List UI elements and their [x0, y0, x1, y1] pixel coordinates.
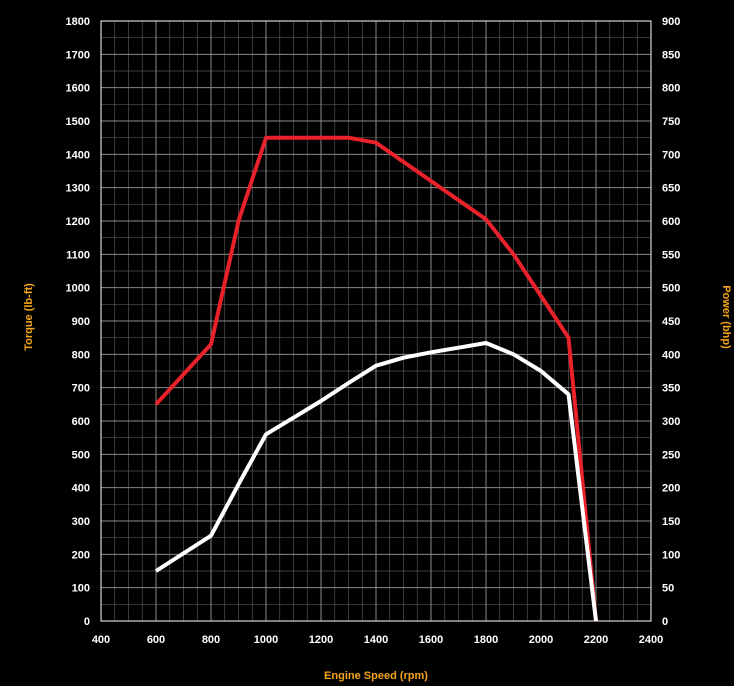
y-left-tick-label: 100	[72, 583, 90, 595]
power-series-line	[154, 341, 598, 622]
x-tick-label: 2000	[529, 634, 553, 646]
y-left-tick-labels: 0 100 200 300 400 500 600 700 800 900 1000 1100 1200…	[66, 16, 90, 628]
plot-border	[100, 20, 652, 622]
y-left-tick-label: 1300	[66, 183, 90, 195]
y-left-tick-label: 1100	[66, 249, 90, 261]
y-right-tick-label: 400	[662, 349, 680, 361]
y-right-tick-label: 250	[662, 449, 680, 461]
y-right-tick-label: 900	[662, 16, 680, 28]
y-right-tick-label: 550	[662, 249, 680, 261]
y-left-tick-label: 500	[72, 449, 90, 461]
y-right-tick-label: 700	[662, 149, 680, 161]
x-tick-label: 1600	[419, 634, 443, 646]
y-left-tick-label: 1500	[66, 116, 90, 128]
y-right-tick-label: 0	[662, 616, 668, 628]
x-tick-label: 600	[147, 634, 165, 646]
y-left-tick-label: 600	[72, 416, 90, 428]
major-grid	[101, 21, 651, 621]
y-left-tick-label: 900	[72, 316, 90, 328]
x-tick-label: 800	[202, 634, 220, 646]
x-tick-label: 2400	[639, 634, 663, 646]
y-left-tick-label: 1000	[66, 283, 90, 295]
y-right-tick-label: 800	[662, 83, 680, 95]
y-right-tick-label: 300	[662, 416, 680, 428]
y-right-tick-label: 450	[662, 316, 680, 328]
x-tick-label: 1800	[474, 634, 498, 646]
y-right-tick-labels: 0 50 100 150 200 250 300 350 400 450 500 550 600 650 7…	[662, 16, 680, 628]
y-right-axis-title: Power (bhp)	[720, 285, 732, 349]
x-axis-title: Engine Speed (rpm)	[324, 670, 428, 682]
y-left-axis-title: Torque (lb-ft)	[23, 283, 35, 351]
y-left-tick-label: 1400	[66, 149, 90, 161]
y-right-tick-label: 100	[662, 549, 680, 561]
y-left-tick-label: 800	[72, 349, 90, 361]
y-right-tick-label: 650	[662, 183, 680, 195]
y-left-tick-label: 1200	[66, 216, 90, 228]
x-tick-label: 2200	[584, 634, 608, 646]
y-right-tick-label: 200	[662, 483, 680, 495]
torque-series-line	[154, 135, 598, 622]
y-left-tick-label: 300	[72, 516, 90, 528]
y-right-tick-label: 50	[662, 583, 674, 595]
x-tick-labels: 400 600 800 1000 1200 1400 1600 1800 2000 2200 240…	[92, 634, 663, 646]
y-left-tick-label: 1700	[66, 49, 90, 61]
y-right-tick-label: 500	[662, 283, 680, 295]
y-right-tick-label: 600	[662, 216, 680, 228]
y-right-tick-label: 350	[662, 383, 680, 395]
y-right-tick-label: 750	[662, 116, 680, 128]
y-left-tick-label: 1800	[66, 16, 90, 28]
y-left-tick-label: 400	[72, 483, 90, 495]
x-tick-label: 1000	[254, 634, 278, 646]
y-left-tick-label: 200	[72, 549, 90, 561]
y-left-tick-label: 700	[72, 383, 90, 395]
x-tick-label: 400	[92, 634, 110, 646]
y-right-tick-label: 150	[662, 516, 680, 528]
y-left-tick-label: 1600	[66, 83, 90, 95]
x-tick-label: 1200	[309, 634, 333, 646]
y-left-tick-label: 0	[84, 616, 90, 628]
x-tick-label: 1400	[364, 634, 388, 646]
y-right-tick-label: 850	[662, 49, 680, 61]
series-layer	[154, 135, 598, 622]
